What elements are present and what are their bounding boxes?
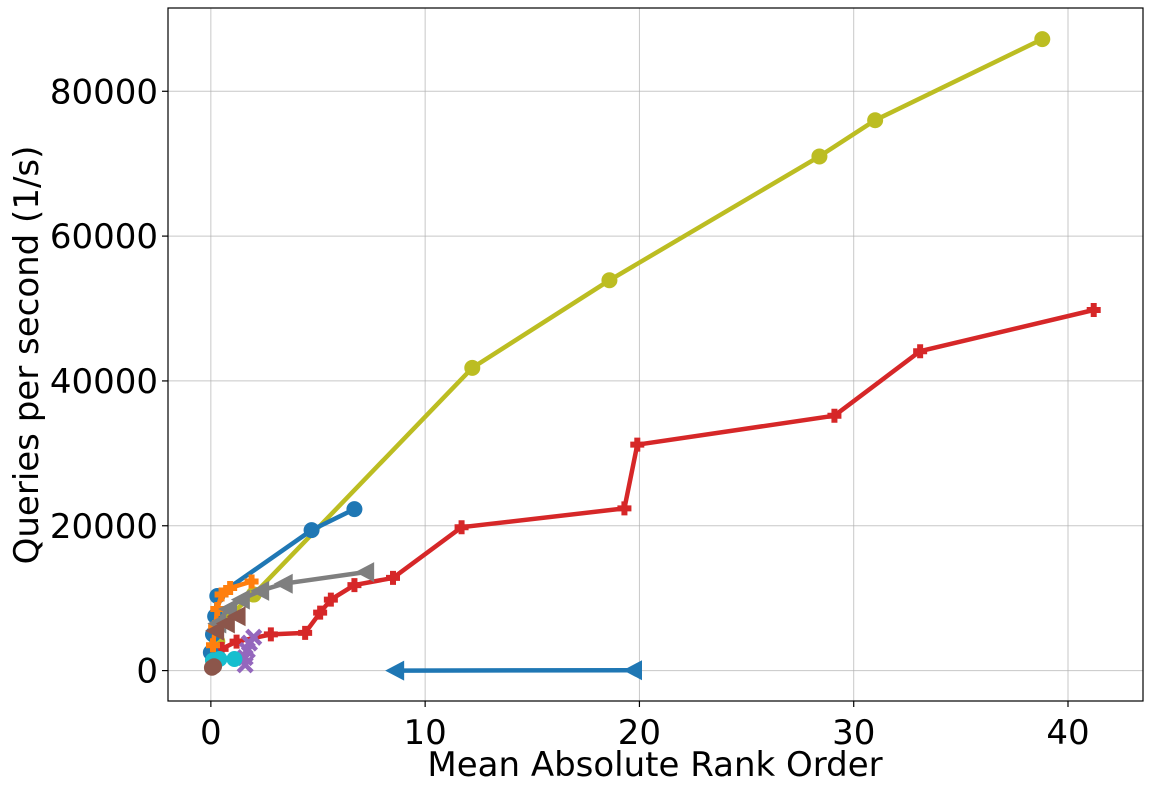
series-10 <box>203 658 223 676</box>
data-point <box>386 570 400 585</box>
x-tick-label: 40 <box>1046 713 1089 753</box>
x-axis-label: Mean Absolute Rank Order <box>427 745 882 785</box>
data-point <box>1086 302 1101 317</box>
x-tick-label: 30 <box>832 713 875 753</box>
data-point <box>214 641 229 656</box>
series-2 <box>206 302 1101 664</box>
data-point <box>827 408 842 423</box>
data-point <box>630 437 645 452</box>
series-7 <box>385 660 642 681</box>
data-point <box>464 359 481 376</box>
y-tick-label: 40000 <box>50 362 158 402</box>
data-point <box>454 520 469 535</box>
data-point <box>229 634 244 649</box>
data-point <box>355 562 375 583</box>
data-point <box>250 580 270 601</box>
plot-frame <box>167 7 1144 702</box>
data-point <box>1034 31 1051 48</box>
data-point <box>215 613 235 634</box>
data-point <box>617 501 632 516</box>
ticks: 0 10 20 30 40 0 20000 40000 60000 80000 <box>50 72 1090 753</box>
data-point <box>245 628 263 646</box>
data-point <box>323 592 338 607</box>
y-axis-label: Queries per second (1/s) <box>7 146 47 565</box>
data-point <box>913 344 928 359</box>
data-point <box>244 574 259 589</box>
data-point <box>226 606 246 627</box>
data-point <box>623 660 642 681</box>
y-tick-label: 0 <box>136 652 158 692</box>
data-point <box>206 638 220 653</box>
series-line <box>210 307 1096 659</box>
data-point <box>385 660 405 681</box>
data-point <box>601 272 618 289</box>
x-tick-label: 20 <box>618 713 661 753</box>
data-point <box>313 605 328 620</box>
data-point <box>273 573 293 594</box>
x-tick-label: 0 <box>200 713 222 753</box>
data-point <box>210 602 225 617</box>
series-6 <box>205 606 246 641</box>
data-point <box>347 578 362 593</box>
grid <box>168 8 1143 701</box>
data-point <box>214 587 229 602</box>
y-tick-label: 20000 <box>50 507 158 547</box>
y-tick-label: 60000 <box>50 217 158 257</box>
x-tick-label: 10 <box>404 713 447 753</box>
series-8 <box>236 628 263 674</box>
data-point <box>230 589 250 610</box>
data-point <box>298 625 313 640</box>
data-point <box>867 112 884 129</box>
data-point <box>346 501 363 518</box>
data-point <box>223 581 238 596</box>
data-point <box>205 620 225 641</box>
data-point <box>226 651 243 667</box>
series-layer <box>202 31 1101 681</box>
data-point <box>206 658 223 675</box>
data-point <box>263 627 278 642</box>
data-point <box>811 148 828 165</box>
data-point <box>303 522 320 539</box>
y-tick-label: 80000 <box>50 72 158 112</box>
